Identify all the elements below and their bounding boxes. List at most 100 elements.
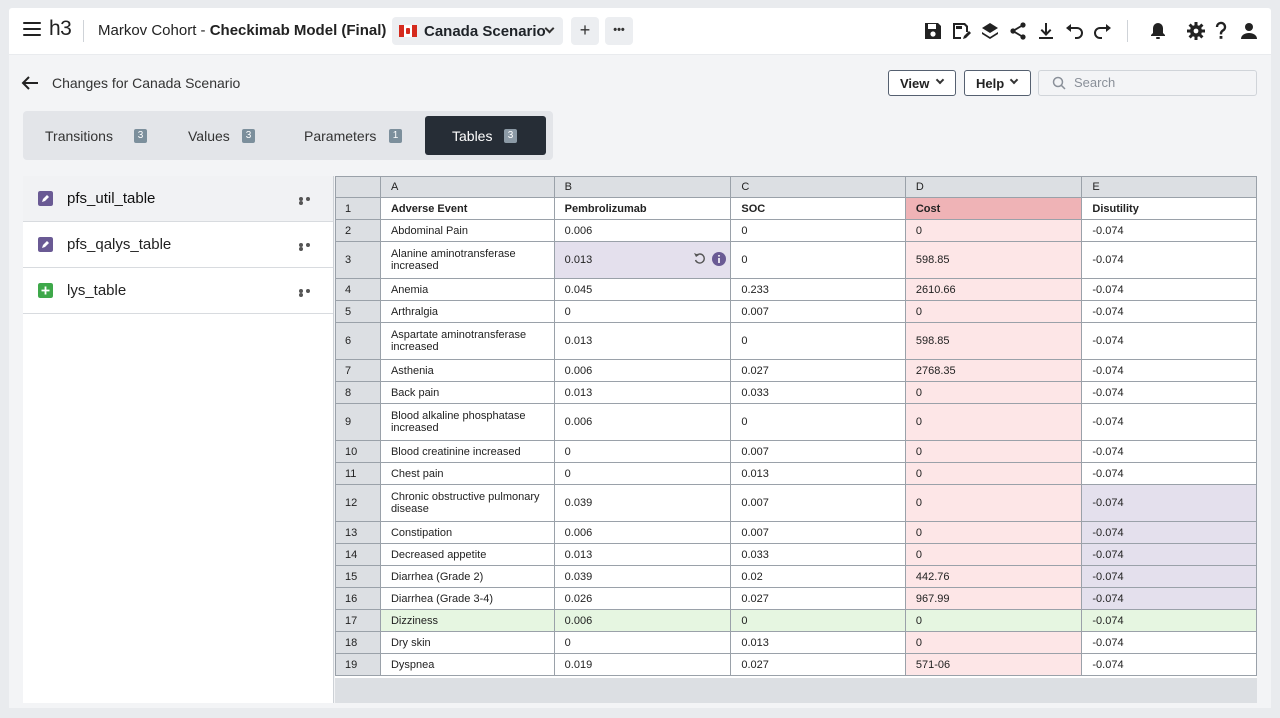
cell[interactable]: 0.033 <box>730 381 906 404</box>
cell[interactable]: 0 <box>730 322 906 360</box>
cell[interactable]: 598.85 <box>904 241 1083 279</box>
cell[interactable]: 0 <box>904 543 1083 566</box>
user-icon[interactable] <box>1238 20 1260 42</box>
row-number[interactable]: 16 <box>335 587 381 610</box>
cell[interactable]: -0.074 <box>1081 278 1257 301</box>
row-number[interactable]: 8 <box>335 381 381 404</box>
cell[interactable]: 0 <box>904 631 1083 654</box>
sidebar-item-lys-table[interactable]: lys_table <box>23 268 333 314</box>
row-number[interactable]: 9 <box>335 403 381 441</box>
cell[interactable]: Asthenia <box>379 359 555 382</box>
cell[interactable]: 0.006 <box>553 609 732 632</box>
column-header[interactable]: D <box>904 176 1083 198</box>
cell[interactable]: 0.006 <box>553 219 732 242</box>
save-icon[interactable] <box>922 20 944 42</box>
cell[interactable]: 0.013 <box>730 462 906 485</box>
cell[interactable]: 0 <box>904 300 1083 323</box>
hamburger-menu-icon[interactable] <box>23 22 41 38</box>
download-icon[interactable] <box>1035 20 1057 42</box>
cell[interactable]: -0.074 <box>1081 653 1257 676</box>
more-options-icon[interactable] <box>299 197 319 205</box>
cell[interactable]: Blood creatinine increased <box>379 440 555 463</box>
layers-icon[interactable] <box>979 20 1001 42</box>
revert-icon[interactable] <box>693 252 706 265</box>
cell[interactable]: SOC <box>730 197 906 220</box>
cell[interactable]: Dyspnea <box>379 653 555 676</box>
row-number[interactable]: 15 <box>335 565 381 588</box>
gear-icon[interactable] <box>1185 20 1207 42</box>
cell[interactable]: Chronic obstructive pulmonary disease <box>379 484 555 522</box>
row-number[interactable]: 12 <box>335 484 381 522</box>
cell[interactable]: -0.074 <box>1081 359 1257 382</box>
cell[interactable]: 0.026 <box>553 587 732 610</box>
cell[interactable]: -0.074 <box>1081 565 1257 588</box>
cell[interactable]: 0 <box>904 381 1083 404</box>
cell[interactable]: 0.039 <box>553 484 732 522</box>
search-input[interactable] <box>1074 75 1244 90</box>
cell[interactable]: 0 <box>553 462 732 485</box>
cell[interactable]: -0.074 <box>1081 587 1257 610</box>
cell[interactable]: 0.033 <box>730 543 906 566</box>
cell[interactable]: 0.013 <box>553 381 732 404</box>
cell[interactable]: 967.99 <box>904 587 1083 610</box>
row-number[interactable]: 3 <box>335 241 381 279</box>
cell[interactable]: 0.007 <box>730 300 906 323</box>
cell[interactable]: 0 <box>904 462 1083 485</box>
row-number[interactable]: 5 <box>335 300 381 323</box>
cell[interactable]: 2610.66 <box>904 278 1083 301</box>
row-number[interactable]: 11 <box>335 462 381 485</box>
corner-cell[interactable] <box>335 176 381 198</box>
cell[interactable]: -0.074 <box>1081 241 1257 279</box>
cell[interactable]: 0 <box>553 631 732 654</box>
cell[interactable]: -0.074 <box>1081 440 1257 463</box>
bell-icon[interactable] <box>1147 20 1169 42</box>
cell[interactable]: 0 <box>904 440 1083 463</box>
save-as-icon[interactable] <box>950 20 972 42</box>
tab-values[interactable]: Values 3 <box>174 116 274 155</box>
cell[interactable]: 0.013 <box>730 631 906 654</box>
cell[interactable]: Decreased appetite <box>379 543 555 566</box>
cell[interactable]: 0.007 <box>730 484 906 522</box>
cell[interactable]: 571-06 <box>904 653 1083 676</box>
cell[interactable]: 0 <box>553 440 732 463</box>
row-number[interactable]: 2 <box>335 219 381 242</box>
cell[interactable]: 442.76 <box>904 565 1083 588</box>
cell[interactable]: 0.013 <box>553 322 732 360</box>
column-header[interactable]: A <box>379 176 555 198</box>
sidebar-item-pfs-util-table[interactable]: pfs_util_table <box>23 176 333 222</box>
cell[interactable]: 0.006 <box>553 359 732 382</box>
cell[interactable]: -0.074 <box>1081 462 1257 485</box>
cell[interactable]: Adverse Event <box>379 197 555 220</box>
cell[interactable]: 0 <box>553 300 732 323</box>
row-number[interactable]: 18 <box>335 631 381 654</box>
cell[interactable]: 0 <box>904 521 1083 544</box>
cell[interactable]: -0.074 <box>1081 322 1257 360</box>
cell[interactable]: -0.074 <box>1081 609 1257 632</box>
cell[interactable]: Blood alkaline phosphatase increased <box>379 403 555 441</box>
cell[interactable]: 0.027 <box>730 359 906 382</box>
more-options-icon[interactable] <box>299 289 319 297</box>
cell[interactable]: Constipation <box>379 521 555 544</box>
cell[interactable]: 0 <box>730 403 906 441</box>
info-icon[interactable] <box>712 252 727 266</box>
undo-icon[interactable] <box>1063 20 1085 42</box>
row-number[interactable]: 10 <box>335 440 381 463</box>
cell[interactable]: 0 <box>904 484 1083 522</box>
cell[interactable]: 0.039 <box>553 565 732 588</box>
cell[interactable]: 0 <box>730 609 906 632</box>
cell[interactable]: 598.85 <box>904 322 1083 360</box>
row-number[interactable]: 7 <box>335 359 381 382</box>
cell[interactable]: 0.045 <box>553 278 732 301</box>
cell[interactable]: Abdominal Pain <box>379 219 555 242</box>
cell[interactable]: -0.074 <box>1081 484 1257 522</box>
cell[interactable]: Diarrhea (Grade 2) <box>379 565 555 588</box>
cell[interactable]: 0.006 <box>553 403 732 441</box>
cell[interactable]: 0.013 <box>553 241 732 279</box>
cell[interactable]: Cost <box>904 197 1083 220</box>
scenario-dropdown[interactable]: Canada Scenario <box>392 17 563 45</box>
cell[interactable]: -0.074 <box>1081 300 1257 323</box>
cell[interactable]: 0.007 <box>730 521 906 544</box>
cell[interactable]: Back pain <box>379 381 555 404</box>
cell[interactable]: 0.006 <box>553 521 732 544</box>
cell[interactable]: -0.074 <box>1081 219 1257 242</box>
